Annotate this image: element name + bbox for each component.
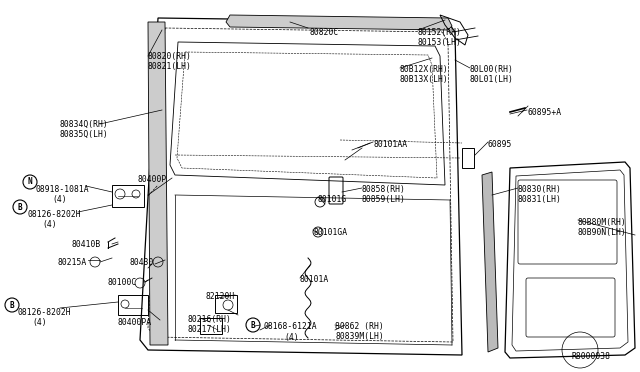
Text: R8000038: R8000038 xyxy=(572,352,611,361)
Text: 80B13X(LH): 80B13X(LH) xyxy=(400,75,449,84)
Text: 80101G: 80101G xyxy=(318,195,348,204)
Text: 80B80M(RH): 80B80M(RH) xyxy=(578,218,627,227)
Text: (4): (4) xyxy=(284,333,299,342)
Text: 80B12X(RH): 80B12X(RH) xyxy=(400,65,449,74)
Bar xyxy=(462,148,474,168)
Text: 80430: 80430 xyxy=(130,258,154,267)
Text: 08126-8202H: 08126-8202H xyxy=(18,308,72,317)
Text: 80215A: 80215A xyxy=(58,258,87,267)
Text: (4): (4) xyxy=(52,195,67,204)
Text: 80101GA: 80101GA xyxy=(313,228,347,237)
Text: 80L01(LH): 80L01(LH) xyxy=(470,75,514,84)
Text: 80101AA: 80101AA xyxy=(373,140,407,149)
Text: 80834Q(RH): 80834Q(RH) xyxy=(60,120,109,129)
Text: 80217(LH): 80217(LH) xyxy=(188,325,232,334)
Text: 80862 (RH): 80862 (RH) xyxy=(335,322,384,331)
Polygon shape xyxy=(148,22,168,345)
Text: 80B90N(LH): 80B90N(LH) xyxy=(578,228,627,237)
Text: B: B xyxy=(18,202,22,212)
Text: 08168-6121A: 08168-6121A xyxy=(264,322,317,331)
Text: 80101A: 80101A xyxy=(300,275,329,284)
Text: (4): (4) xyxy=(42,220,56,229)
Bar xyxy=(200,318,222,334)
Text: 80839M(LH): 80839M(LH) xyxy=(335,332,384,341)
Text: 80400PA: 80400PA xyxy=(118,318,152,327)
Text: 80400P: 80400P xyxy=(138,175,167,184)
Polygon shape xyxy=(482,172,498,352)
Text: B: B xyxy=(251,321,255,330)
Text: 80835Q(LH): 80835Q(LH) xyxy=(60,130,109,139)
Text: 08918-1081A: 08918-1081A xyxy=(36,185,90,194)
Text: 80100C: 80100C xyxy=(108,278,137,287)
Text: 80820C: 80820C xyxy=(310,28,339,37)
Text: 80153(LH): 80153(LH) xyxy=(418,38,462,47)
Text: 80830(RH): 80830(RH) xyxy=(518,185,562,194)
Text: 80152(RH): 80152(RH) xyxy=(418,28,462,37)
Bar xyxy=(118,295,148,315)
Text: N: N xyxy=(28,177,32,186)
Text: 80410B: 80410B xyxy=(72,240,101,249)
Text: 82120H: 82120H xyxy=(205,292,234,301)
Text: 80821(LH): 80821(LH) xyxy=(148,62,192,71)
Text: 80216(RH): 80216(RH) xyxy=(188,315,232,324)
Text: 08126-8202H: 08126-8202H xyxy=(28,210,82,219)
Text: B: B xyxy=(10,301,14,310)
Text: 80858(RH): 80858(RH) xyxy=(362,185,406,194)
Text: 60895+A: 60895+A xyxy=(527,108,561,117)
Text: (4): (4) xyxy=(32,318,47,327)
Text: 60895: 60895 xyxy=(488,140,513,149)
Text: 80859(LH): 80859(LH) xyxy=(362,195,406,204)
Text: 80831(LH): 80831(LH) xyxy=(518,195,562,204)
Bar xyxy=(215,295,237,313)
Polygon shape xyxy=(226,15,452,30)
Text: 80L00(RH): 80L00(RH) xyxy=(470,65,514,74)
Bar xyxy=(112,185,144,207)
Text: 80820(RH): 80820(RH) xyxy=(148,52,192,61)
